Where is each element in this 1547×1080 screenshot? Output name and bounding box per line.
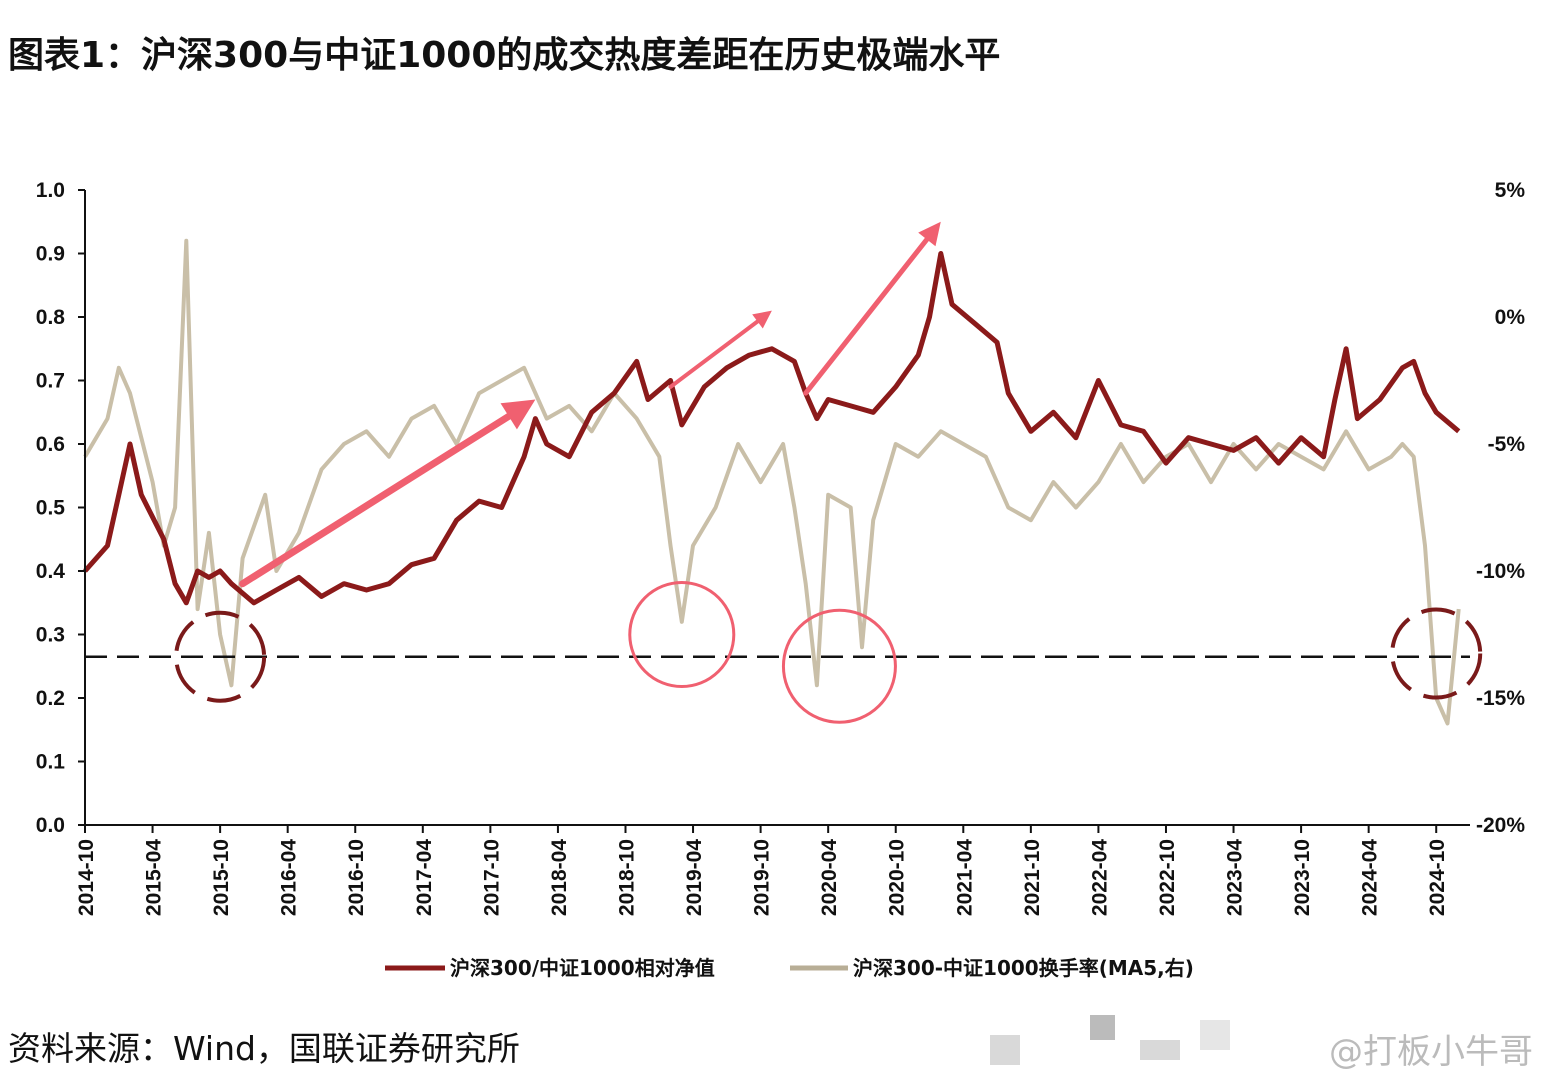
circle-2019 [628,581,736,688]
arrow-2020-2021-shaft [803,236,930,396]
y-right-tick-label: 5% [1495,179,1526,202]
x-tick-label: 2016-04 [278,839,301,916]
y-right-tick-label: -20% [1476,814,1525,837]
legend-label-relative-nav: 沪深300/中证1000相对净值 [450,956,715,980]
y-left-tick-label: 0.4 [36,560,66,583]
y-left-tick-label: 0.2 [36,687,65,710]
legend: 沪深300/中证1000相对净值 沪深300-中证1000换手率(MA5,右) [385,956,1194,980]
x-tick-label: 2022-10 [1156,839,1179,916]
source-note: 资料来源：Wind，国联证券研究所 [8,1029,520,1068]
x-tick-label: 2017-10 [480,839,503,916]
y-left-tick-label: 0.0 [36,814,65,837]
x-tick-label: 2016-10 [345,839,368,916]
y-left-tick-label: 1.0 [36,179,65,202]
x-tick-label: 2020-04 [818,839,841,916]
x-tick-label: 2015-04 [143,839,166,916]
x-tick-label: 2023-10 [1291,839,1314,916]
y-left-tick-label: 0.1 [36,751,66,774]
x-tick-label: 2019-10 [751,839,774,916]
series-relative-nav-line [83,251,1461,606]
x-tick-label: 2014-10 [75,839,98,916]
chart: 0.0 0.1 0.2 0.3 0.4 0.5 0.6 0.7 0.8 0.9 1.0 -20% -15… [36,179,1526,980]
y-right-tick-label: -5% [1488,433,1526,456]
y-right-tick-label: -10% [1476,560,1525,583]
x-tick-label: 2015-10 [210,839,233,916]
y-left-tick-label: 0.3 [36,624,65,647]
legend-label-turnover-diff: 沪深300-中证1000换手率(MA5,右) [853,956,1194,980]
x-tick-label: 2018-10 [615,839,638,916]
x-tick-label: 2020-10 [886,839,909,916]
y-left-tick-label: 0.7 [36,370,65,393]
x-tick-label: 2019-04 [683,839,706,916]
axes: 0.0 0.1 0.2 0.3 0.4 0.5 0.6 0.7 0.8 0.9 1.0 -20% -15… [36,179,1526,916]
overlay-layer [85,221,1483,724]
arrow-2016-2018-shaft [239,412,513,588]
x-tick-label: 2024-04 [1359,839,1382,916]
arrow-2019-head [752,310,772,329]
x-tick-label: 2021-10 [1021,839,1044,916]
x-tick-label: 2017-04 [413,839,436,916]
y-left-tick-label: 0.5 [36,497,66,520]
x-tick-label: 2023-04 [1224,839,1247,916]
watermark: @打板小牛哥 [1329,1032,1533,1072]
page-title: 图表1：沪深300与中证1000的成交热度差距在历史极端水平 [8,35,1001,76]
circle-2015 [174,610,267,703]
y-right-tick-label: 0% [1495,306,1526,329]
y-right-tick-label: -15% [1476,687,1525,710]
y-left-tick-label: 0.9 [36,243,65,266]
y-left-tick-label: 0.6 [36,433,65,456]
series-turnover-diff-line [83,238,1461,726]
circle-2020 [781,608,897,724]
arrow-2016-2018-head [500,399,536,430]
x-tick-label: 2024-10 [1426,839,1449,916]
arrow-2019-shaft [668,319,760,389]
y-left-tick-label: 0.8 [36,306,66,329]
x-tick-label: 2021-04 [953,839,976,916]
series-layer [83,238,1461,726]
x-tick-label: 2022-04 [1088,839,1111,916]
x-tick-label: 2018-04 [548,839,571,916]
circle-2024 [1390,607,1483,700]
arrow-2020-2021-head [918,221,941,247]
